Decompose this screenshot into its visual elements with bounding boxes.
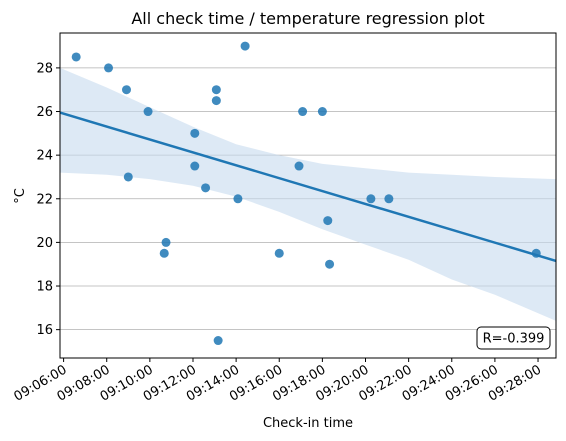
chart-title: All check time / temperature regression …	[131, 9, 484, 28]
data-point	[213, 336, 223, 346]
data-point	[104, 63, 114, 73]
y-tick-label: 22	[36, 192, 53, 207]
data-point	[325, 259, 335, 269]
y-axis: 16 18 20 22 24 26 28	[36, 61, 60, 338]
data-point	[298, 107, 308, 117]
y-tick-label: 24	[36, 149, 53, 164]
data-point	[71, 52, 81, 62]
data-point	[317, 107, 327, 117]
data-point	[233, 194, 243, 204]
data-point	[143, 107, 153, 117]
data-point	[190, 161, 200, 171]
annotation-box	[476, 326, 551, 350]
y-tick-label: 18	[36, 280, 53, 295]
correlation-annotation: R=-0.399	[476, 326, 551, 350]
data-point	[161, 237, 171, 247]
data-point	[121, 85, 131, 95]
data-point	[211, 96, 221, 106]
data-point	[190, 128, 200, 138]
y-tick-label: 26	[36, 105, 53, 120]
data-point	[323, 216, 333, 226]
y-axis-label: °C	[13, 188, 28, 204]
plot-frame	[59, 32, 557, 359]
y-tick-label: 28	[36, 61, 53, 76]
data-point	[366, 194, 376, 204]
x-axis-label: Check-in time	[263, 416, 353, 431]
data-point	[294, 161, 304, 171]
data-point	[159, 248, 169, 258]
data-point	[211, 85, 221, 95]
data-point	[201, 183, 211, 193]
x-axis: 09:06:0009:08:0009:10:0009:12:0009:14:00…	[12, 358, 544, 405]
regression-line	[59, 111, 557, 263]
data-point	[123, 172, 133, 182]
data-point	[274, 248, 284, 258]
y-tick-label: 20	[36, 236, 53, 251]
annotation-text: R=-0.399	[483, 332, 545, 347]
data-point	[384, 194, 394, 204]
confidence-band	[60, 67, 556, 321]
y-tick-label: 16	[36, 323, 53, 338]
data-point	[240, 41, 250, 51]
